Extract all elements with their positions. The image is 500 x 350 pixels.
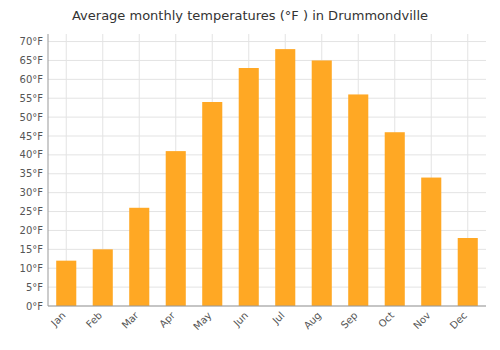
y-grid-line [48,287,486,288]
y-tick-label: 0°F [26,301,43,312]
y-grid-line [48,79,486,80]
y-grid-line [48,192,486,193]
y-grid-line [48,211,486,212]
x-tick-label: Sep [339,310,360,331]
x-tick-label: Dec [448,310,469,331]
y-grid-line [48,268,486,269]
x-tick-label: Nov [411,310,433,332]
bar [458,238,478,306]
bar [275,49,295,306]
x-tick-label: May [191,310,213,332]
chart: Average monthly temperatures (°F ) in Dr… [0,0,500,350]
x-tick-label: Jan [48,310,67,329]
y-grid-line [48,173,486,174]
bar [239,68,259,306]
bar [312,60,332,306]
x-tick-label: Aug [302,310,324,332]
bar [421,178,441,306]
bar [385,132,405,306]
y-tick-label: 60°F [20,74,44,85]
y-grid-line [48,60,486,61]
y-tick-label: 45°F [20,131,44,142]
x-tick-label: Apr [157,309,178,330]
y-axis-line [48,34,49,306]
y-tick-label: 5°F [26,282,43,293]
x-tick-label: Feb [84,310,104,330]
y-tick-label: 35°F [20,168,44,179]
x-tick-label: Oct [376,310,396,330]
x-tick-label: Mar [120,309,142,331]
y-tick-label: 20°F [20,225,44,236]
y-tick-label: 30°F [20,187,44,198]
y-grid-line [48,98,486,99]
y-grid-line [48,306,486,307]
y-tick-label: 70°F [20,36,44,47]
y-grid-line [48,41,486,42]
y-grid-line [48,154,486,155]
x-axis-line [48,306,486,307]
grid [48,34,486,306]
x-tick-label: Jun [231,310,251,330]
y-tick-label: 40°F [20,149,44,160]
y-tick-label: 55°F [20,93,44,104]
bars [56,49,478,306]
y-tick-label: 50°F [20,112,44,123]
y-tick-label: 10°F [20,263,44,274]
bar [129,208,149,306]
y-grid-line [48,230,486,231]
bar [56,261,76,306]
y-tick-label: 25°F [20,206,44,217]
y-grid-line [48,249,486,250]
bar [93,249,113,306]
bar [166,151,186,306]
bar [202,102,222,306]
y-grid-line [48,136,486,137]
y-tick-label: 15°F [20,244,44,255]
bar [348,94,368,306]
title: Average monthly temperatures (°F ) in Dr… [72,8,428,23]
x-tick-label: Jul [270,310,287,327]
y-grid-line [48,117,486,118]
y-tick-label: 65°F [20,55,44,66]
